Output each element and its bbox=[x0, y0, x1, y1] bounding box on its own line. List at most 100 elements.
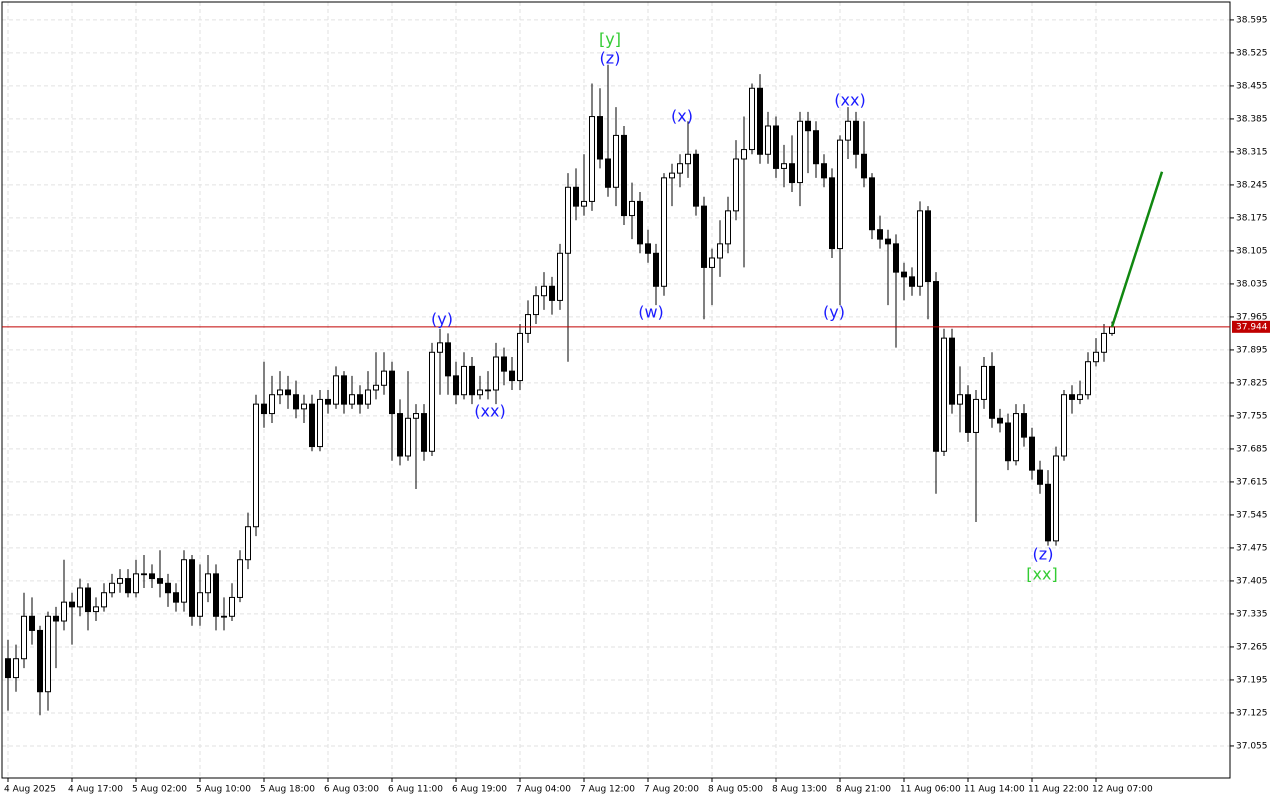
candle-body bbox=[469, 365, 475, 396]
candle-body bbox=[493, 356, 499, 391]
candle-body bbox=[621, 134, 627, 217]
x-tick-label: 11 Aug 06:00 bbox=[900, 785, 961, 795]
candle-body bbox=[197, 592, 203, 617]
candle-body bbox=[525, 314, 531, 334]
candle-body bbox=[685, 153, 691, 165]
candle-body bbox=[333, 375, 339, 405]
candle-body bbox=[69, 601, 75, 608]
candle-body bbox=[533, 295, 539, 316]
y-tick-label: 38.595 bbox=[1236, 15, 1268, 25]
candle-body bbox=[541, 285, 547, 297]
candle-body bbox=[173, 592, 179, 603]
candle-body bbox=[141, 573, 147, 576]
candle-body bbox=[501, 356, 507, 372]
candle-body bbox=[1045, 483, 1051, 542]
y-tick-label: 37.755 bbox=[1236, 411, 1268, 421]
projection-line bbox=[1110, 171, 1164, 328]
candle-body bbox=[253, 403, 259, 528]
x-tick-label: 7 Aug 04:00 bbox=[516, 785, 571, 795]
x-tick-label: 6 Aug 03:00 bbox=[324, 785, 379, 795]
candle-body bbox=[925, 210, 931, 283]
x-tick-label: 4 Aug 2025 bbox=[4, 785, 56, 795]
x-tick-label: 8 Aug 13:00 bbox=[772, 785, 827, 795]
candle-body bbox=[901, 271, 907, 278]
candle-body bbox=[237, 559, 243, 598]
wave-label: (y) bbox=[431, 310, 453, 329]
candle-body bbox=[21, 615, 27, 660]
candle-body bbox=[5, 658, 11, 679]
y-tick-label: 37.965 bbox=[1236, 312, 1268, 322]
y-tick-label: 38.385 bbox=[1236, 114, 1268, 124]
candle-body bbox=[181, 559, 187, 603]
candle-body bbox=[941, 337, 947, 452]
candle-body bbox=[381, 370, 387, 386]
wave-label: [xx] bbox=[1026, 565, 1057, 584]
x-tick-label: 4 Aug 17:00 bbox=[68, 785, 123, 795]
candle-body bbox=[349, 394, 355, 405]
x-tick-label: 7 Aug 20:00 bbox=[644, 785, 699, 795]
x-tick-label: 11 Aug 22:00 bbox=[1028, 785, 1089, 795]
candle-body bbox=[45, 615, 51, 693]
candle-body bbox=[157, 578, 163, 584]
candle-body bbox=[77, 587, 83, 608]
candle-body bbox=[389, 370, 395, 415]
x-tick-label: 5 Aug 10:00 bbox=[196, 785, 251, 795]
candle-body bbox=[909, 276, 915, 287]
candle-body bbox=[845, 120, 851, 141]
y-tick-label: 37.265 bbox=[1236, 642, 1268, 652]
x-tick-label: 12 Aug 07:00 bbox=[1092, 785, 1153, 795]
candle-body bbox=[661, 177, 667, 287]
candle-body bbox=[277, 389, 283, 396]
candle-body bbox=[653, 252, 659, 287]
candle-body bbox=[397, 413, 403, 457]
current-price-box bbox=[1232, 320, 1270, 333]
candle-body bbox=[285, 389, 291, 396]
candle-body bbox=[325, 398, 331, 405]
candle-body bbox=[421, 413, 427, 452]
candle-body bbox=[885, 238, 891, 245]
y-tick-label: 38.245 bbox=[1236, 180, 1268, 190]
candle-body bbox=[1085, 361, 1091, 396]
candle-body bbox=[717, 243, 723, 259]
candle-body bbox=[413, 413, 419, 419]
candle-body bbox=[221, 615, 227, 618]
y-tick-label: 38.455 bbox=[1236, 81, 1268, 91]
candle-body bbox=[1037, 469, 1043, 485]
candle-body bbox=[1109, 326, 1115, 334]
candle-body bbox=[189, 559, 195, 617]
y-tick-label: 37.825 bbox=[1236, 378, 1268, 388]
y-tick-label: 37.055 bbox=[1236, 741, 1268, 751]
wave-label: (xx) bbox=[474, 402, 505, 421]
candle-body bbox=[597, 116, 603, 160]
y-tick-label: 37.405 bbox=[1236, 576, 1268, 586]
candle-body bbox=[637, 200, 643, 245]
candle-body bbox=[613, 134, 619, 188]
candle-body bbox=[1005, 422, 1011, 462]
wave-label: (w) bbox=[638, 303, 664, 322]
candle-body bbox=[701, 205, 707, 268]
x-tick-label: 6 Aug 11:00 bbox=[388, 785, 443, 795]
candle-body bbox=[965, 394, 971, 433]
candle-body bbox=[797, 120, 803, 184]
y-tick-label: 37.895 bbox=[1236, 345, 1268, 355]
y-tick-label: 37.685 bbox=[1236, 444, 1268, 454]
y-tick-label: 38.035 bbox=[1236, 279, 1268, 289]
candle-body bbox=[997, 417, 1003, 424]
candle-body bbox=[445, 342, 451, 377]
candle-body bbox=[53, 615, 59, 622]
candle-body bbox=[1029, 436, 1035, 471]
y-tick-label: 37.125 bbox=[1236, 708, 1268, 718]
candle-body bbox=[629, 200, 635, 217]
candle-body bbox=[781, 163, 787, 169]
candle-body bbox=[245, 526, 251, 561]
candle-body bbox=[133, 573, 139, 594]
x-tick-label: 5 Aug 02:00 bbox=[132, 785, 187, 795]
candle-body bbox=[213, 573, 219, 617]
candle-body bbox=[149, 573, 155, 580]
y-tick-label: 38.315 bbox=[1236, 147, 1268, 157]
candle-body bbox=[693, 153, 699, 207]
candle-body bbox=[13, 658, 19, 679]
candle-body bbox=[861, 153, 867, 179]
wave-label: (z) bbox=[600, 49, 621, 68]
candle-body bbox=[477, 389, 483, 396]
